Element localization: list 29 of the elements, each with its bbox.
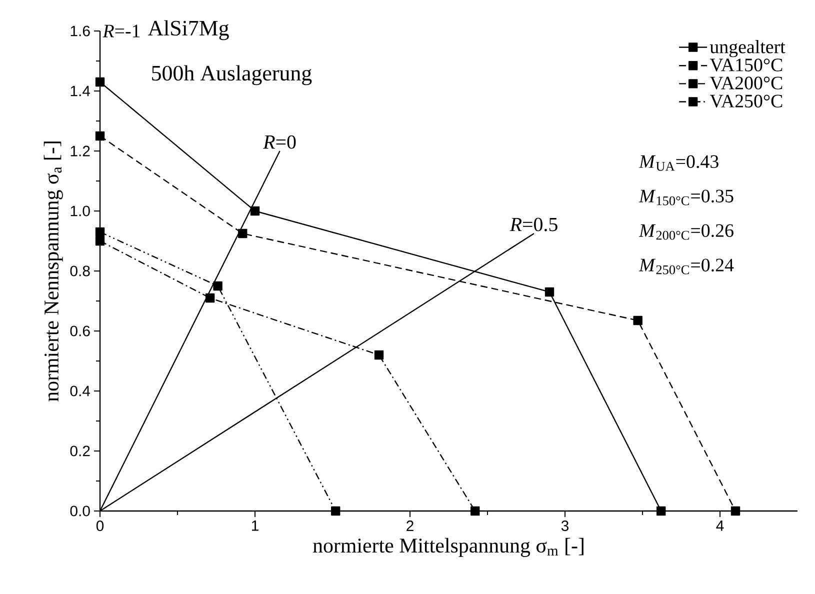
x-tick-label: 2 xyxy=(406,520,414,531)
y-tick-label: 1.2 xyxy=(70,146,90,156)
x-tick-label: 0 xyxy=(96,520,104,532)
y-tick-label: 0.4 xyxy=(70,386,90,396)
y-tick-label: 1.6 xyxy=(70,26,90,36)
annotation: M$_{UA}$=0.43 xyxy=(638,155,718,171)
series-label: R=0 xyxy=(263,135,296,149)
y-tick-label: 0.0 xyxy=(70,506,90,516)
text: 500h Auslagerung xyxy=(152,65,312,86)
y-tick-label: 1.0 xyxy=(70,206,90,216)
annotation: R=-1 xyxy=(102,24,140,38)
y-axis-title: normierte Nennspannung σ$_{a}$ [-] xyxy=(44,142,63,402)
chart-title: AlSi7Mg xyxy=(148,20,229,40)
x-tick-label: 4 xyxy=(716,520,724,531)
x-axis-title: normierte Mittelspannung σ$_{m}$ [-] xyxy=(313,538,584,557)
annotation: M$_{150°C}$=0.35 xyxy=(638,190,734,206)
legend-label: ungealtert xyxy=(710,40,786,58)
y-tick-label: 0.8 xyxy=(70,266,90,276)
y-tick-label: 0.2 xyxy=(70,446,90,456)
legend-label: VA150°C xyxy=(710,58,782,72)
legend-label: VA250°C xyxy=(710,94,782,108)
x-tick-label: 3 xyxy=(561,520,569,532)
y-tick-label: 1.4 xyxy=(70,86,90,96)
annotation: M$_{200°C}$=0.26 xyxy=(638,224,734,240)
series-label: R=0.5 xyxy=(510,218,558,232)
y-tick-label: 0.6 xyxy=(70,326,90,336)
x-tick-label: 1 xyxy=(252,520,258,531)
annotation: M$_{250°C}$=0.24 xyxy=(638,258,734,274)
legend-label: VA200°C xyxy=(710,76,782,90)
